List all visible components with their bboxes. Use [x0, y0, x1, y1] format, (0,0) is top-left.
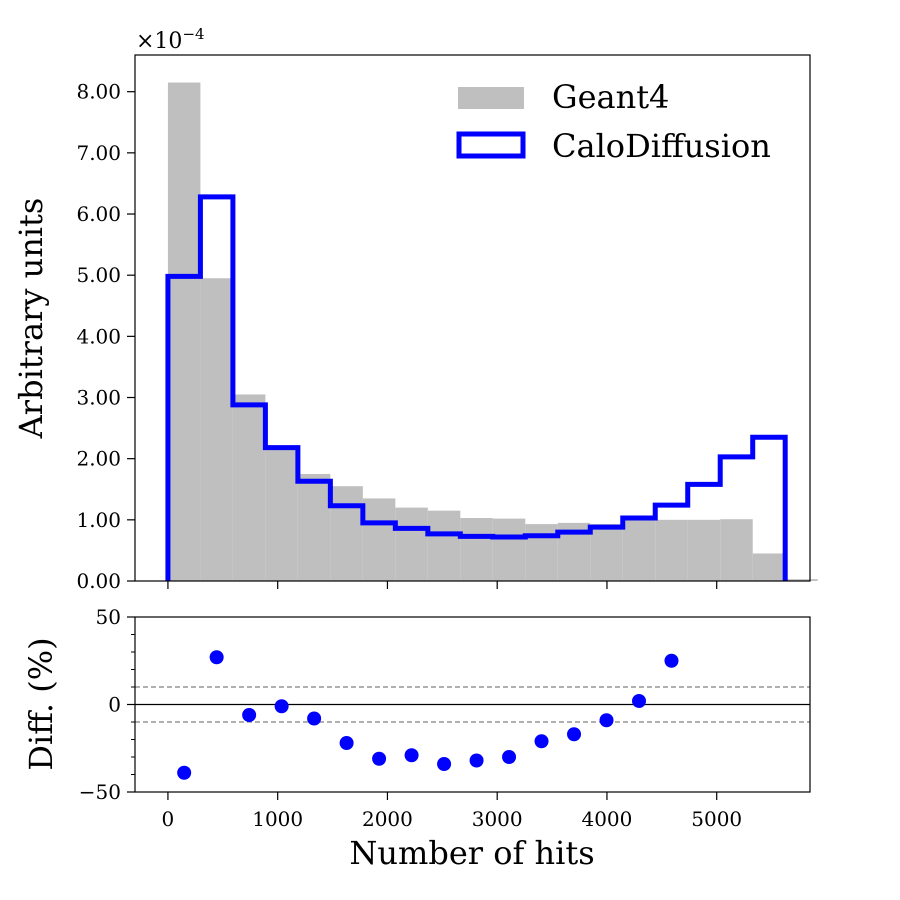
top-y-axis-title: Arbitrary units [12, 198, 50, 440]
geant4-histogram [167, 82, 818, 581]
difference-point [307, 711, 322, 726]
geant4-bar [362, 498, 396, 581]
difference-point [339, 736, 354, 750]
top-y-axis: 0.00 1.00 2.00 3.00 4.00 5.00 6.00 7.00 8.00 [76, 80, 135, 593]
x-tick-label: 3000 [472, 807, 523, 831]
legend-label-calodiffusion: CaloDiffusion [552, 127, 771, 165]
x-tick-label: 0 [162, 807, 175, 831]
bottom-y-tick-label: −50 [79, 780, 121, 804]
bottom-y-axis-title: Diff. (%) [22, 637, 60, 770]
top-y-tick-label: 6.00 [76, 202, 121, 226]
top-y-tick-label: 4.00 [76, 324, 121, 348]
difference-point [177, 765, 192, 780]
x-axis-title: Number of hits [349, 834, 594, 872]
difference-point [567, 727, 582, 742]
bottom-y-tick-label: 0 [108, 693, 121, 717]
geant4-bar [687, 519, 721, 581]
top-y-tick-label: 8.00 [76, 80, 121, 104]
difference-point [274, 699, 289, 714]
geant4-bar [330, 486, 363, 581]
difference-point [209, 650, 224, 665]
geant4-bar [427, 510, 461, 581]
difference-point [469, 753, 484, 768]
difference-point [437, 757, 452, 771]
legend-label-geant4: Geant4 [552, 78, 669, 116]
x-tick-label: 4000 [581, 807, 632, 831]
bottom-x-axis: 0 1000 2000 3000 4000 5000 [162, 792, 742, 831]
difference-point [664, 653, 679, 668]
x-tick-label: 2000 [362, 807, 413, 831]
geant4-bar [622, 519, 656, 581]
geant4-bar [232, 394, 266, 581]
y-multiplier: ×10−4 [136, 25, 205, 54]
bottom-y-tick-label: 50 [96, 605, 121, 629]
difference-point [534, 734, 549, 749]
top-plot-frame [134, 54, 811, 582]
calodiffusion-step-line [165, 194, 788, 581]
geant4-bar [525, 524, 558, 581]
geant4-bar [297, 473, 331, 581]
top-y-tick-label: 1.00 [76, 508, 121, 532]
difference-point [372, 751, 387, 766]
difference-point [242, 708, 257, 722]
geant4-bar [785, 579, 818, 581]
x-tick-label: 5000 [691, 807, 742, 831]
top-panel: 0.00 1.00 2.00 3.00 4.00 5.00 6.00 7.00 8.00 ×10… [12, 25, 818, 593]
geant4-bar [590, 524, 623, 581]
geant4-bar [200, 278, 233, 581]
geant4-bar [720, 519, 753, 581]
difference-point [502, 750, 517, 764]
legend-swatch-calodiffusion [456, 131, 526, 159]
top-y-tick-label: 7.00 [76, 141, 121, 165]
reference-lines [135, 686, 810, 723]
top-y-tick-label: 0.00 [76, 569, 121, 593]
geant4-bar [752, 553, 786, 581]
top-y-tick-label: 2.00 [76, 447, 121, 471]
geant4-bar [395, 507, 428, 581]
top-y-tick-label: 3.00 [76, 386, 121, 410]
geant4-bar [655, 519, 688, 581]
legend: Geant4 CaloDiffusion [456, 78, 771, 165]
legend-swatch-geant4 [458, 87, 524, 109]
top-x-axis-ticks [167, 581, 718, 589]
geant4-bar [265, 449, 298, 581]
top-y-tick-label: 5.00 [76, 263, 121, 287]
geant4-bar [460, 518, 493, 581]
bottom-y-axis: −50 0 50 [79, 605, 135, 804]
geant4-bar [492, 518, 526, 581]
difference-point [632, 694, 646, 708]
x-tick-label: 1000 [252, 807, 303, 831]
geant4-bar [167, 82, 201, 581]
difference-point [599, 713, 614, 728]
difference-points [177, 650, 679, 780]
difference-point [404, 748, 419, 763]
